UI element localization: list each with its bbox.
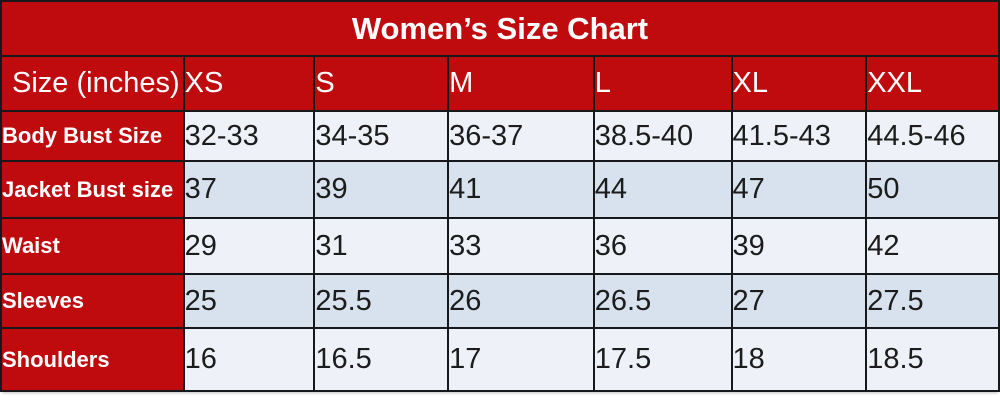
data-cell: 44	[592, 160, 733, 219]
table-row: Sleeves 25 25.5 26 26.5 27 27.5	[0, 273, 1000, 329]
row-label: Shoulders	[0, 327, 185, 392]
data-cell: 16.5	[313, 327, 450, 392]
data-cell: 25	[182, 273, 316, 329]
data-cell: 41	[447, 160, 595, 219]
data-cell: 26	[447, 273, 595, 329]
header-size-l: L	[592, 55, 733, 112]
row-label: Jacket Bust size	[0, 160, 185, 219]
data-cell: 31	[313, 217, 450, 275]
header-size-s: S	[313, 55, 450, 112]
data-cell: 36-37	[447, 110, 595, 162]
data-cell: 29	[182, 217, 316, 275]
table-row: Body Bust Size 32-33 34-35 36-37 38.5-40 41.5…	[0, 110, 1000, 162]
data-cell: 38.5-40	[592, 110, 733, 162]
data-cell: 41.5-43	[730, 110, 868, 162]
header-size-xs: XS	[182, 55, 316, 112]
header-row: Size (inches) XS S M L XL XXL	[0, 55, 1000, 112]
data-cell: 26.5	[592, 273, 733, 329]
data-cell: 25.5	[313, 273, 450, 329]
table-row: Jacket Bust size 37 39 41 44 47 50	[0, 160, 1000, 219]
data-cell: 27	[730, 273, 868, 329]
row-label: Waist	[0, 217, 185, 275]
data-cell: 44.5-46	[865, 110, 1000, 162]
header-size-inches: Size (inches)	[0, 55, 185, 112]
chart-title: Women’s Size Chart	[0, 0, 1000, 57]
data-cell: 18.5	[865, 327, 1000, 392]
data-cell: 47	[730, 160, 868, 219]
data-cell: 37	[182, 160, 316, 219]
header-size-m: M	[447, 55, 595, 112]
data-cell: 17.5	[592, 327, 733, 392]
data-cell: 16	[182, 327, 316, 392]
title-row: Women’s Size Chart	[0, 0, 1000, 57]
data-cell: 32-33	[182, 110, 316, 162]
data-cell: 33	[447, 217, 595, 275]
header-size-xl: XL	[730, 55, 868, 112]
data-cell: 18	[730, 327, 868, 392]
size-chart-table: Women’s Size Chart Size (inches) XS S M L XL X…	[0, 0, 1000, 392]
header-size-xxl: XXL	[865, 55, 1000, 112]
data-cell: 17	[447, 327, 595, 392]
data-cell: 36	[592, 217, 733, 275]
row-label: Body Bust Size	[0, 110, 185, 162]
table-row: Waist 29 31 33 36 39 42	[0, 217, 1000, 275]
data-cell: 27.5	[865, 273, 1000, 329]
row-label: Sleeves	[0, 273, 185, 329]
table-row: Shoulders 16 16.5 17 17.5 18 18.5	[0, 327, 1000, 392]
data-cell: 39	[313, 160, 450, 219]
data-cell: 39	[730, 217, 868, 275]
data-cell: 34-35	[313, 110, 450, 162]
data-cell: 50	[865, 160, 1000, 219]
data-cell: 42	[865, 217, 1000, 275]
